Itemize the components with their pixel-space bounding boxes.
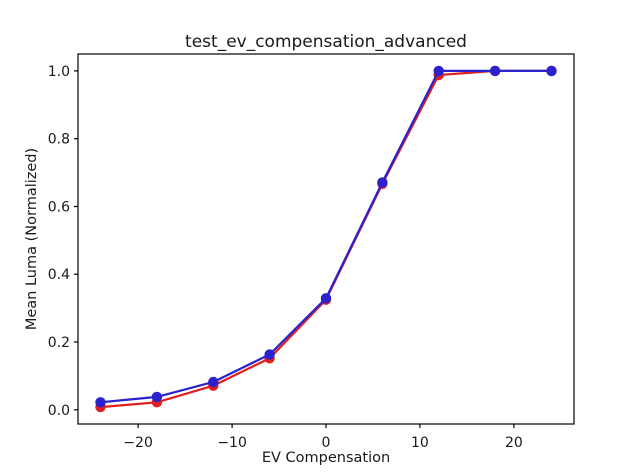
x-tick-label: 0 — [322, 435, 331, 451]
series-marker-blue — [208, 376, 219, 388]
x-axis-label: EV Compensation — [262, 450, 390, 466]
y-tick-label: 1.0 — [48, 64, 70, 80]
x-tick-label: 10 — [411, 435, 429, 451]
x-tick-label: −10 — [217, 435, 247, 451]
chart-title: test_ev_compensation_advanced — [185, 32, 467, 52]
series-marker-blue — [320, 293, 332, 304]
series-marker-blue — [546, 65, 557, 77]
series-marker-blue — [264, 349, 275, 360]
series-marker-blue — [377, 177, 388, 188]
y-tick-label: 0.2 — [48, 335, 70, 351]
series-marker-blue — [489, 65, 501, 77]
x-tick-label: −20 — [123, 435, 153, 451]
y-tick-label: 0.6 — [48, 200, 70, 216]
x-tick-label: 20 — [505, 435, 523, 451]
y-tick-label: 0.8 — [48, 132, 70, 148]
y-tick-label: 0.4 — [48, 267, 70, 283]
y-tick-label: 0.0 — [48, 403, 70, 419]
y-axis-label: Mean Luma (Normalized) — [24, 148, 40, 330]
chart-plot-group: −20 −10 0 10 20 0.0 0.2 0.4 0.6 0.8 1.0 — [48, 53, 575, 451]
plot-area — [77, 53, 575, 425]
series-marker-blue — [95, 397, 106, 408]
series-marker-blue — [151, 391, 163, 403]
series-marker-blue — [433, 65, 444, 77]
